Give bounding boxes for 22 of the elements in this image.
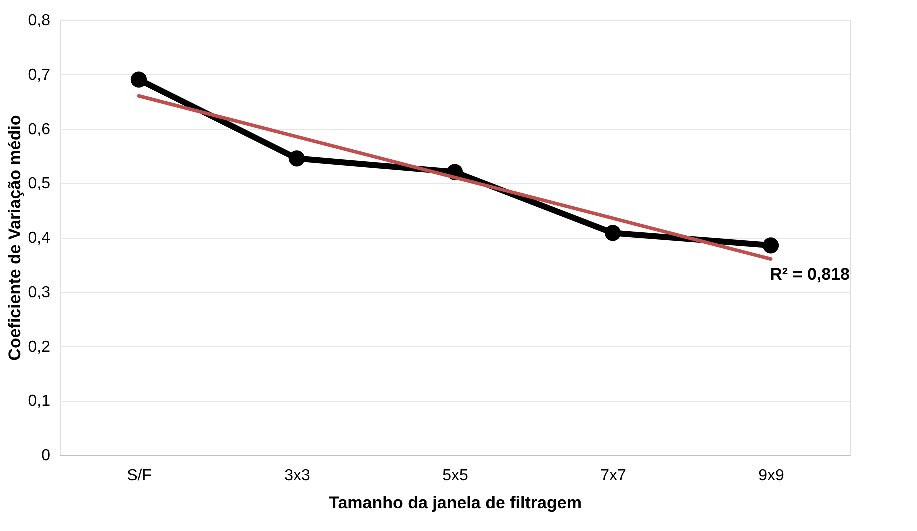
point bbox=[604, 225, 622, 242]
point bbox=[130, 72, 148, 88]
x-tick-label: 7x7 bbox=[600, 468, 626, 484]
annotation: R² = 0,818 bbox=[770, 265, 850, 284]
y-tick-label: 0 bbox=[42, 448, 51, 464]
y-tick-label: 0,5 bbox=[28, 176, 51, 193]
y-tick-label: 0,8 bbox=[28, 12, 51, 30]
y-axis-title: Coeficiente de Variação médio bbox=[5, 115, 24, 361]
y-tick-label: 0,3 bbox=[28, 284, 51, 302]
x-tick-label: 5x5 bbox=[442, 468, 468, 484]
x-tick-label: 9x9 bbox=[758, 468, 784, 484]
y-tick-label: 0,2 bbox=[28, 338, 51, 356]
y-tick-label: 0,1 bbox=[28, 393, 51, 410]
x-axis-title: Tamanho da janela de filtragem bbox=[329, 494, 582, 512]
x-tick-label: S/F bbox=[127, 468, 152, 484]
line-series bbox=[137, 94, 773, 261]
x-tick-label: 3x3 bbox=[284, 468, 310, 484]
y-tick-label: 0,4 bbox=[28, 230, 51, 247]
point bbox=[762, 238, 780, 254]
point bbox=[288, 150, 306, 167]
y-tick-label: 0,7 bbox=[28, 66, 51, 84]
y-tick-label: 0,6 bbox=[28, 121, 51, 138]
